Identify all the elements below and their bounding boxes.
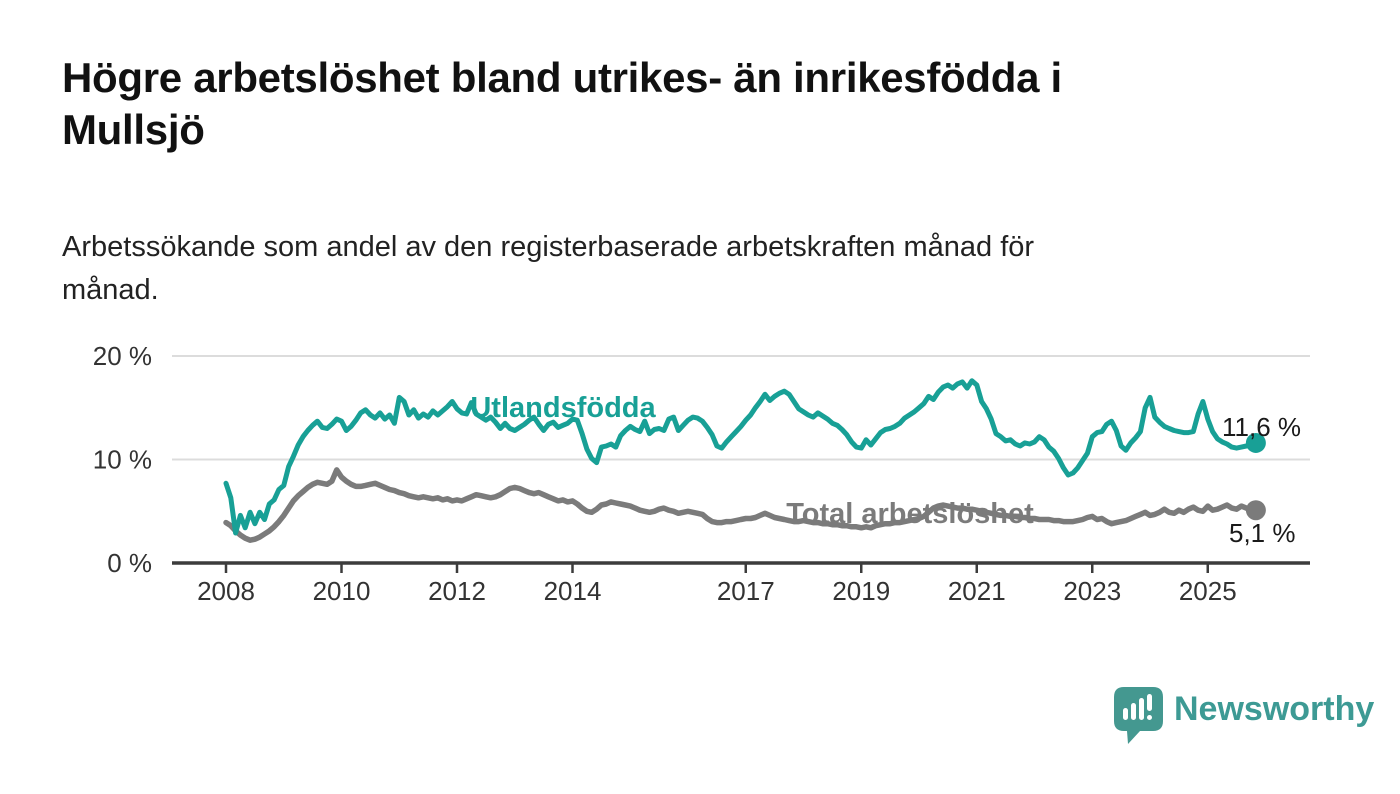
newsworthy-wordmark: Newsworthy <box>1174 690 1375 728</box>
bar-chart-speech-bubble-icon <box>1114 687 1163 744</box>
x-axis-label-2017: 2017 <box>717 576 775 606</box>
series-label-total: Total arbetslöshet <box>786 498 1034 530</box>
y-axis-label-20: 20 % <box>93 341 152 371</box>
series-end-dot-total <box>1245 500 1266 521</box>
series-end-dot-utlandsfodda <box>1245 432 1266 453</box>
x-axis-label-2012: 2012 <box>428 576 486 606</box>
x-axis-label-2021: 2021 <box>948 576 1006 606</box>
series-line-utlandsfodda <box>223 378 1259 536</box>
x-axis-label-2019: 2019 <box>832 576 890 606</box>
y-axis-label-10: 10 % <box>93 445 152 475</box>
newsworthy-logo: Newsworthy <box>1114 687 1374 745</box>
series-line-total <box>223 467 1259 543</box>
end-value-label-total: 5,1 % <box>1229 518 1296 548</box>
x-axis-label-2025: 2025 <box>1179 576 1237 606</box>
series-label-utlandsfodda: Utlandsfödda <box>470 392 656 424</box>
page-title: Högre arbetslöshet bland utrikes- än inr… <box>62 54 1062 154</box>
x-axis-label-2023: 2023 <box>1063 576 1121 606</box>
y-axis-label-0: 0 % <box>107 548 152 578</box>
x-axis-label-2014: 2014 <box>544 576 602 606</box>
x-axis-label-2008: 2008 <box>197 576 255 606</box>
end-value-label-utlandsfodda: 11,6 % <box>1222 412 1301 442</box>
x-axis-label-2010: 2010 <box>313 576 371 606</box>
page-subtitle: Arbetssökande som andel av den registerb… <box>62 231 1035 306</box>
